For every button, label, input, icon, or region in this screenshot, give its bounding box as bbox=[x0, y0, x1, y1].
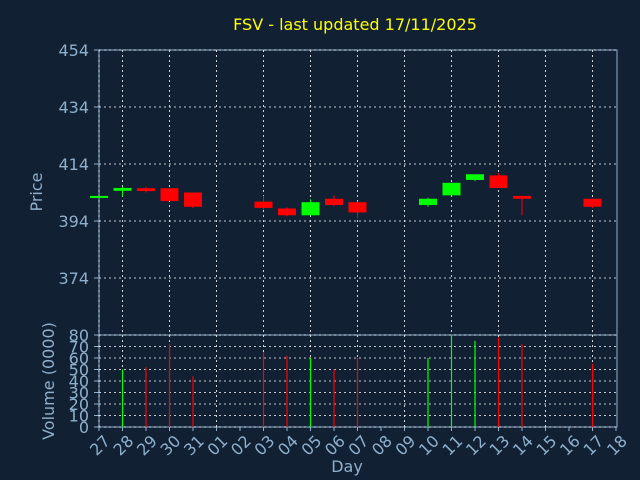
volume-y-tick-label: 40 bbox=[69, 372, 89, 391]
chart-title: FSV - last updated 17/11/2025 bbox=[233, 15, 477, 34]
price-y-tick-label: 454 bbox=[58, 41, 89, 60]
candle-body bbox=[254, 201, 273, 208]
candle-body bbox=[583, 198, 602, 207]
price-y-tick-label: 434 bbox=[58, 98, 89, 117]
candle-body bbox=[137, 188, 155, 192]
volume-panel: 0102030405060708027282930310102030405060… bbox=[69, 326, 631, 459]
candle-body bbox=[348, 202, 367, 213]
x-tick-label: 18 bbox=[603, 431, 631, 459]
candle-body bbox=[160, 188, 179, 202]
volume-y-tick-label: 70 bbox=[69, 338, 89, 357]
candle-body bbox=[278, 208, 296, 216]
price-y-tick-label: 374 bbox=[58, 269, 89, 288]
volume-y-tick-label: 50 bbox=[69, 361, 89, 380]
volume-y-tick-label: 60 bbox=[69, 349, 89, 368]
candle-body bbox=[90, 195, 108, 198]
candle-body bbox=[489, 175, 508, 188]
x-axis-label: Day bbox=[331, 457, 363, 476]
volume-y-tick-label: 20 bbox=[69, 395, 89, 414]
candle-body bbox=[419, 198, 437, 206]
candle-body bbox=[513, 195, 531, 199]
candle-body bbox=[301, 202, 320, 216]
candle-body bbox=[466, 174, 484, 180]
price-panel: 374 394 414 434 454 bbox=[58, 41, 618, 336]
candle-body bbox=[325, 198, 343, 206]
volume-axis-label: Volume (0000) bbox=[39, 322, 58, 440]
volume-y-tick-label: 10 bbox=[69, 407, 89, 426]
candle-body bbox=[442, 182, 461, 196]
volume-y-tick-label: 0 bbox=[79, 418, 89, 437]
price-y-tick-label: 394 bbox=[58, 212, 89, 231]
candle-body bbox=[184, 192, 202, 207]
price-axis-label: Price bbox=[27, 172, 46, 211]
volume-y-tick-label: 80 bbox=[69, 326, 89, 345]
candle-body bbox=[113, 187, 132, 191]
volume-y-tick-label: 30 bbox=[69, 384, 89, 403]
price-y-tick-label: 414 bbox=[58, 155, 89, 174]
